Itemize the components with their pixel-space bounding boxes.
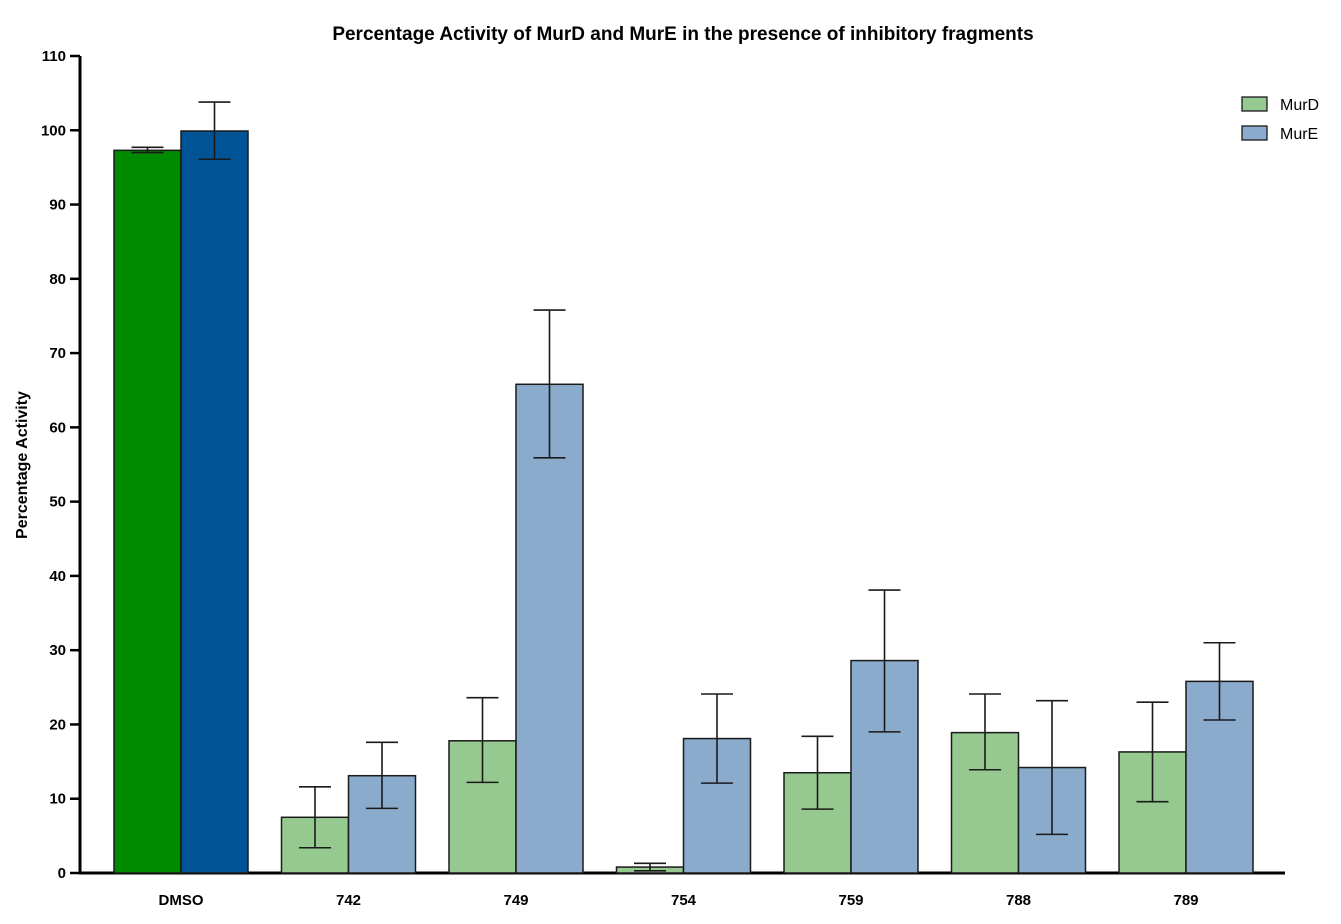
error-bar-mure-759 [868, 589, 901, 733]
x-tick-label: 749 [503, 892, 528, 909]
error-bar-mure-742 [366, 741, 398, 810]
x-tick-label: 788 [1006, 892, 1031, 909]
bar-mure-dmso [180, 130, 249, 874]
legend-swatch-mure [1241, 125, 1268, 141]
y-tick-label: 90 [49, 197, 66, 214]
error-bar-mure-749 [533, 309, 566, 459]
x-tick-label: 742 [336, 892, 361, 909]
error-bar-mure-789 [1203, 641, 1236, 721]
chart-title: Percentage Activity of MurD and MurE in … [332, 24, 1033, 45]
x-tick-label: DMSO [159, 892, 204, 909]
y-tick-label: 50 [49, 494, 66, 511]
y-axis-label: Percentage Activity [14, 391, 31, 539]
error-bar-mure-788 [1036, 699, 1068, 836]
x-tick-label: 789 [1173, 892, 1198, 909]
bar-mure-749 [515, 383, 584, 874]
bars [113, 130, 1254, 874]
legend-label-murd: MurD [1280, 97, 1319, 114]
y-tick-label: 30 [49, 642, 66, 659]
error-bar-mure-dmso [198, 101, 231, 161]
bar-murd-dmso [113, 149, 182, 874]
y-tick-label: 70 [49, 345, 66, 362]
error-bar-mure-754 [701, 693, 733, 784]
legend: MurD MurE [1241, 96, 1319, 143]
x-tick-label: 759 [838, 892, 863, 909]
y-tick-label: 20 [49, 716, 66, 733]
y-tick-label: 10 [49, 791, 66, 808]
y-tick-label: 100 [41, 122, 66, 139]
legend-label-mure: MurE [1280, 126, 1318, 143]
y-tick-label: 0 [58, 865, 66, 882]
error-bar-murd-789 [1136, 701, 1169, 803]
axes: 0 10 20 30 40 50 60 70 80 90 100 110 DMSO 742 749 754 75… [41, 48, 1285, 909]
legend-swatch-murd [1241, 96, 1268, 112]
error-bar-murd-788 [969, 693, 1001, 771]
x-tick-label: 754 [671, 892, 697, 909]
error-bar-murd-dmso [131, 146, 164, 154]
error-bars [131, 101, 1236, 872]
y-tick-label: 110 [42, 48, 66, 65]
error-bar-murd-754 [634, 862, 666, 872]
y-tick-label: 60 [49, 419, 66, 436]
error-bar-murd-749 [466, 696, 499, 784]
y-tick-label: 80 [49, 271, 66, 288]
y-tick-label: 40 [49, 568, 66, 585]
error-bar-murd-742 [299, 786, 331, 849]
error-bar-murd-759 [801, 735, 834, 810]
